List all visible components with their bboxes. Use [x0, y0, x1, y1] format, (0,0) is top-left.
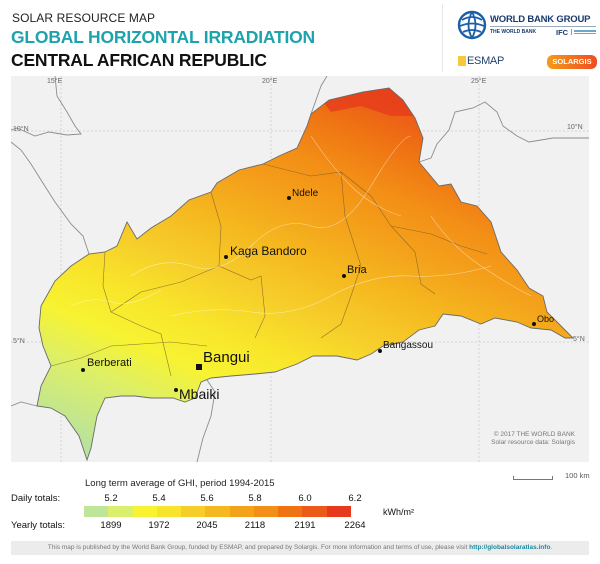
- daily-ticks: 5.2 5.4 5.6 5.8 6.0 6.2: [85, 493, 370, 505]
- lon-label-25e: 25°E: [471, 78, 487, 85]
- map-header: SOLAR RESOURCE MAP GLOBAL HORIZONTAL IRR…: [0, 0, 600, 76]
- data-source-line: Solar resource data: Solargis: [491, 439, 575, 446]
- colorbar-segment: [84, 506, 109, 517]
- legend-title: Long term average of GHI, period 1994-20…: [85, 478, 275, 489]
- city-marker-icon: [532, 322, 536, 326]
- the-world-bank-name: THE WORLD BANK: [490, 29, 537, 35]
- supertitle: SOLAR RESOURCE MAP: [12, 11, 156, 25]
- esmap-square-icon: [458, 56, 466, 66]
- unit-label: kWh/m²: [383, 507, 414, 517]
- colorbar-segment: [205, 506, 230, 517]
- lat-label-10n-left: 10°N: [13, 126, 29, 133]
- yearly-ticks: 1899 1972 2045 2118 2191 2264: [85, 520, 370, 532]
- lat-label-10n-right: 10°N: [567, 124, 583, 131]
- city-bria[interactable]: Bria: [342, 264, 367, 278]
- city-label: Bangassou: [383, 340, 434, 351]
- esmap-logo: ESMAP: [458, 54, 504, 68]
- city-marker-icon: [287, 196, 291, 200]
- world-bank-group-logo: WORLD BANK GROUP THE WORLD BANK IFC: [457, 8, 597, 42]
- city-obo[interactable]: Obo: [532, 314, 555, 326]
- daily-tick: 5.8: [248, 493, 262, 504]
- colorbar-segment: [278, 506, 303, 517]
- city-marker-icon: [224, 255, 228, 259]
- lat-label-5n-left: 5°N: [13, 338, 25, 345]
- city-ndele[interactable]: Ndele: [287, 188, 319, 200]
- esmap-name: ESMAP: [467, 55, 505, 67]
- country-title: CENTRAL AFRICAN REPUBLIC: [11, 50, 267, 70]
- map-canvas: [11, 76, 589, 462]
- yearly-tick: 2191: [294, 520, 316, 531]
- city-marker-icon: [174, 388, 178, 392]
- scale-bar: 100 km: [513, 470, 590, 480]
- ifc-subtitle: [571, 29, 597, 35]
- colorbar-segment: [181, 506, 206, 517]
- ghi-colorbar: [84, 506, 351, 517]
- scale-bar-line: [513, 476, 553, 480]
- footer-suffix: .: [550, 544, 553, 551]
- lon-label-15e: 15°E: [47, 78, 63, 85]
- city-bangui-capital[interactable]: Bangui: [196, 349, 250, 370]
- footer-text: This map is published by the World Bank …: [47, 544, 470, 551]
- world-bank-group-name: WORLD BANK GROUP: [490, 14, 591, 25]
- copyright-line: © 2017 THE WORLD BANK: [493, 431, 575, 438]
- city-label: Berberati: [87, 357, 132, 369]
- solar-map[interactable]: 15°E 20°E 25°E 10°N 10°N 5°N 5°N Ndele K…: [11, 76, 589, 462]
- capital-marker-icon: [196, 364, 202, 370]
- ifc-name: IFC: [556, 28, 569, 37]
- city-mbaiki[interactable]: Mbaiki: [174, 386, 219, 402]
- colorbar-segment: [156, 506, 182, 517]
- city-label: Bangui: [203, 349, 250, 366]
- city-label: Mbaiki: [179, 386, 220, 402]
- colorbar-segment: [253, 506, 279, 517]
- lon-label-20e: 20°E: [262, 78, 278, 85]
- city-bangassou[interactable]: Bangassou: [378, 340, 434, 353]
- footer-notice: This map is published by the World Bank …: [11, 541, 589, 555]
- city-label: Bria: [347, 264, 367, 276]
- scale-label: 100 km: [565, 471, 590, 480]
- daily-tick: 6.2: [348, 493, 362, 504]
- globalsolaratlas-link[interactable]: http://globalsolaratlas.info: [469, 544, 551, 551]
- city-marker-icon: [81, 368, 85, 372]
- daily-tick: 6.0: [298, 493, 312, 504]
- colorbar-segment: [302, 506, 327, 517]
- daily-tick: 5.2: [104, 493, 118, 504]
- city-marker-icon: [342, 274, 346, 278]
- city-berberati[interactable]: Berberati: [81, 357, 132, 372]
- yearly-tick: 1899: [100, 520, 122, 531]
- colorbar-segment: [108, 506, 133, 517]
- yearly-tick: 1972: [148, 520, 170, 531]
- colorbar-segment: [132, 506, 157, 517]
- city-label: Kaga Bandoro: [230, 244, 307, 258]
- map-copyright: © 2017 THE WORLD BANK Solar resource dat…: [491, 431, 575, 447]
- city-label: Ndele: [292, 188, 319, 199]
- daily-totals-label: Daily totals:: [11, 493, 61, 504]
- city-marker-icon: [378, 349, 382, 353]
- daily-tick: 5.6: [200, 493, 214, 504]
- globe-icon: [457, 10, 487, 40]
- city-label: Obo: [537, 314, 555, 324]
- logo-divider: [490, 26, 596, 27]
- lat-label-5n-right: 5°N: [573, 336, 585, 343]
- colorbar-segment: [326, 506, 351, 517]
- city-kaga-bandoro[interactable]: Kaga Bandoro: [224, 244, 307, 259]
- colorbar-segment: [229, 506, 254, 517]
- solargis-logo: SOLARGIS: [547, 55, 597, 69]
- map-title: GLOBAL HORIZONTAL IRRADIATION: [11, 27, 315, 47]
- yearly-tick: 2045: [196, 520, 218, 531]
- yearly-totals-label: Yearly totals:: [11, 520, 66, 531]
- partner-logos: WORLD BANK GROUP THE WORLD BANK IFC ESMA…: [442, 4, 598, 72]
- yearly-tick: 2118: [244, 520, 266, 531]
- daily-tick: 5.4: [152, 493, 166, 504]
- yearly-tick: 2264: [344, 520, 366, 531]
